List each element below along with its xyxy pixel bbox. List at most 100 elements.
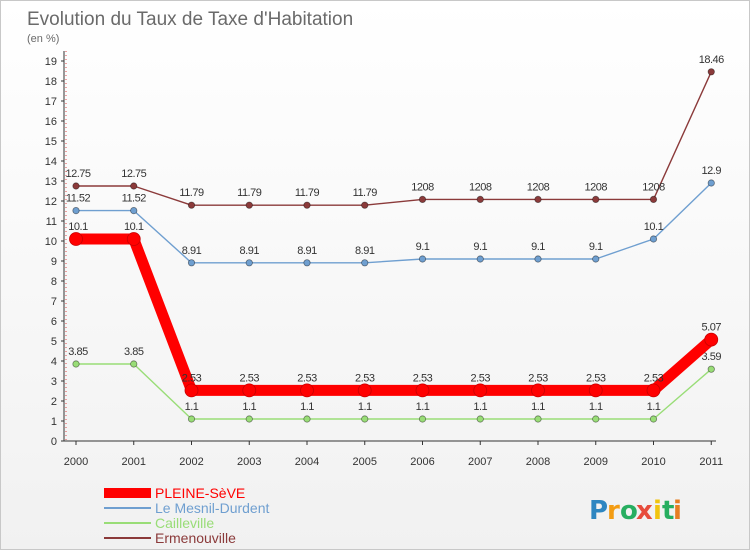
data-label: 1.1: [647, 401, 661, 413]
data-label: 1.1: [473, 401, 487, 413]
y-tick-label: 4: [51, 356, 57, 368]
x-tick-label: 2000: [64, 456, 88, 468]
logo-letter: P: [589, 496, 608, 526]
y-tick-label: 17: [45, 96, 57, 108]
chart-subtitle: (en %): [27, 33, 59, 45]
data-label: 2.53: [297, 372, 317, 384]
logo-letter: t: [662, 496, 674, 526]
x-tick-label: 2005: [353, 456, 377, 468]
y-tick-label: 9: [51, 256, 57, 268]
data-label: 11.52: [66, 193, 91, 205]
data-point: [72, 207, 80, 215]
data-point: [476, 255, 484, 263]
x-tick-label: 2009: [584, 456, 608, 468]
data-label: 10.1: [124, 221, 144, 233]
data-label: 2.53: [413, 372, 433, 384]
data-point: [534, 195, 542, 203]
data-point: [649, 195, 658, 203]
data-point: [592, 255, 600, 263]
data-label: 2.53: [240, 372, 260, 384]
data-point: [72, 182, 80, 190]
series-line: [70, 233, 717, 396]
x-tick-label: 2001: [122, 456, 146, 468]
series-1: 11.52 11.52 8.91 8.91 8.91 8.91 9.1 9.1 9.1 9.1 10…: [66, 165, 722, 267]
data-label: 2.53: [644, 372, 664, 384]
data-label: 12.75: [65, 168, 90, 180]
data-label: 1208: [411, 181, 434, 193]
logo-letter: o: [620, 496, 638, 526]
data-label: 12.9: [702, 165, 722, 177]
data-label: 1208: [527, 181, 550, 193]
x-tick-label: 2004: [295, 456, 319, 468]
y-tick-label: 19: [45, 56, 57, 68]
data-label: 8.91: [355, 245, 375, 257]
y-tick-label: 1: [51, 416, 57, 428]
data-label: 9.1: [589, 241, 603, 253]
data-point: [187, 415, 196, 423]
data-label: 1.1: [531, 401, 545, 413]
x-tick-label: 2006: [410, 456, 434, 468]
data-point: [361, 259, 369, 267]
series-0: 10.1 10.1 2.53 2.53 2.53 2.53 2.53 2.53 2.53 2.53…: [68, 221, 722, 398]
data-label: 11.79: [179, 187, 204, 199]
data-point: [418, 195, 427, 203]
data-point: [415, 383, 430, 398]
data-point: [303, 415, 311, 423]
x-tick-label: 2003: [237, 456, 261, 468]
y-tick-label: 7: [51, 296, 57, 308]
data-point: [130, 182, 138, 190]
data-point: [303, 259, 311, 267]
data-point: [300, 383, 314, 398]
series-2: 3.85 3.85 1.1 1.1 1.1 1.1 1.1 1.1 1.1 1.1 1.1 3.59: [68, 346, 722, 423]
x-tick-label: 2010: [641, 456, 665, 468]
data-point: [130, 360, 138, 368]
data-label: 11.52: [122, 193, 147, 205]
data-point: [69, 232, 83, 246]
data-point: [361, 415, 369, 423]
data-label: 8.91: [240, 245, 260, 257]
data-label: 10.1: [644, 221, 664, 233]
logo-letter: r: [607, 496, 620, 526]
data-label: 1.1: [416, 401, 430, 413]
data-point: [704, 332, 719, 347]
x-tick-label: 2007: [468, 456, 492, 468]
data-label: 18.46: [699, 54, 724, 66]
x-tick-label: 2002: [179, 456, 203, 468]
data-point: [649, 235, 658, 243]
series-line: [75, 363, 712, 420]
y-tick-label: 8: [51, 276, 57, 288]
data-point: [303, 201, 311, 209]
y-tick-label: 3: [51, 376, 57, 388]
y-tick-label: 14: [45, 156, 57, 168]
data-label: 1.1: [300, 401, 314, 413]
data-label: 2.53: [355, 372, 375, 384]
data-label: 11.79: [353, 187, 378, 199]
data-label: 2.53: [182, 372, 202, 384]
y-tick-label: 5: [51, 336, 57, 348]
data-point: [476, 415, 484, 423]
y-tick-label: 12: [45, 196, 57, 208]
y-tick-label: 18: [45, 76, 57, 88]
data-point: [476, 195, 484, 203]
y-tick-label: 0: [51, 436, 57, 448]
series-line: [75, 182, 712, 264]
data-label: 10.1: [68, 221, 88, 233]
data-label: 3.59: [702, 351, 722, 363]
data-label: 1.1: [358, 401, 372, 413]
series-3: 12.75 12.75 11.79 11.79 11.79 11.79 1208 1208 12…: [65, 54, 725, 209]
data-point: [187, 201, 196, 209]
series-layer: 12.75 12.75 11.79 11.79 11.79 11.79 1208 1208 12…: [65, 54, 725, 423]
data-label: 9.1: [531, 241, 545, 253]
logo-letter: x: [636, 496, 653, 526]
data-label: 11.79: [237, 187, 262, 199]
data-point: [707, 68, 715, 76]
data-point: [418, 255, 427, 263]
data-label: 9.1: [416, 241, 430, 253]
data-point: [187, 259, 196, 267]
data-point: [245, 201, 253, 209]
data-point: [534, 255, 542, 263]
legend-label: PLEINE-SèVE: [155, 485, 245, 501]
